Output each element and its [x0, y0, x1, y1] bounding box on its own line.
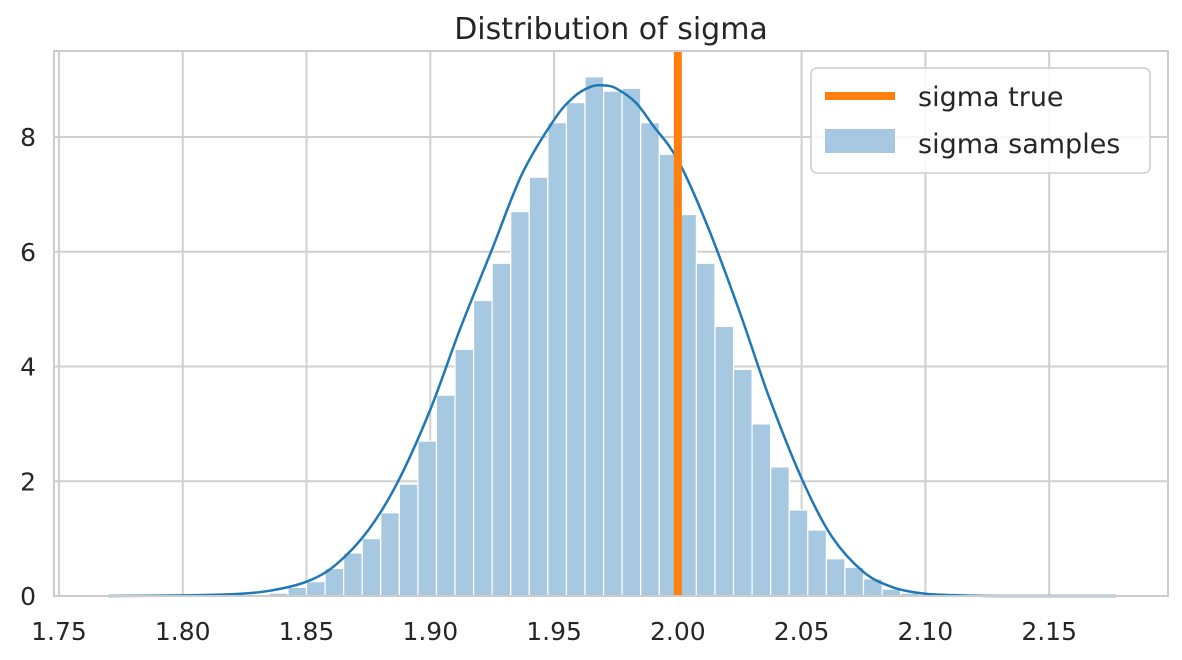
- histogram-bar-19: [621, 87, 642, 597]
- legend: sigma true sigma samples: [810, 67, 1151, 174]
- histogram-bar-7: [398, 483, 419, 597]
- histogram-bar-16: [565, 102, 586, 597]
- histogram-bar-4: [343, 552, 363, 597]
- y-tick-label-4: 8: [20, 123, 36, 152]
- histogram-bar-28: [788, 509, 809, 597]
- chart-title: Distribution of sigma: [454, 12, 768, 47]
- histogram-bar-3: [324, 567, 345, 597]
- plot-frame: [53, 50, 1169, 597]
- histogram-bar-18: [602, 90, 623, 597]
- histogram-bar-20: [640, 122, 660, 597]
- histogram-bar-14: [528, 176, 549, 597]
- histogram-bar-24: [714, 325, 735, 597]
- histogram-bar-26: [751, 423, 772, 597]
- legend-label-sigma-samples: sigma samples: [918, 129, 1120, 160]
- x-tick-label-5: 2.00: [650, 617, 706, 646]
- histogram-bar-31: [844, 566, 865, 597]
- histogram-bar-6: [380, 512, 400, 597]
- x-tick-label-8: 2.15: [1021, 617, 1077, 646]
- y-tick-label-2: 4: [20, 353, 36, 382]
- kde-curve: [108, 83, 1116, 598]
- legend-box: [810, 67, 1151, 174]
- y-tick-label-1: 2: [20, 467, 36, 496]
- histogram-bar-2: [305, 581, 326, 597]
- y-axis-ticks: 0 2 4 6 8: [20, 123, 36, 611]
- histogram-bars: [268, 76, 920, 597]
- x-tick-label-0: 1.75: [31, 617, 87, 646]
- x-tick-label-2: 1.85: [279, 617, 335, 646]
- x-axis-ticks: 1.75 1.80 1.85 1.90 1.95 2.00 2.05 2.10 2.15: [31, 617, 1077, 646]
- y-tick-label-0: 0: [20, 582, 36, 611]
- histogram-bar-9: [435, 394, 456, 597]
- histogram-bar-10: [454, 348, 475, 597]
- histogram-bar-13: [510, 211, 530, 597]
- x-tick-label-1: 1.80: [155, 617, 211, 646]
- histogram-bar-33: [881, 588, 902, 597]
- legend-swatch-sigma-samples: [825, 129, 895, 153]
- histogram-bar-11: [473, 299, 493, 597]
- histogram-bar-27: [770, 466, 790, 597]
- x-tick-label-6: 2.05: [774, 617, 830, 646]
- histogram-bar-29: [807, 529, 827, 597]
- histogram-bar-23: [695, 262, 716, 597]
- histogram-bar-8: [417, 440, 438, 597]
- histogram-bar-30: [825, 558, 846, 597]
- x-tick-label-3: 1.90: [402, 617, 458, 646]
- histogram-bar-25: [732, 368, 753, 597]
- histogram-bar-12: [491, 262, 512, 597]
- histogram-bar-17: [584, 76, 605, 597]
- histogram-bar-5: [361, 538, 382, 597]
- y-tick-label-3: 6: [20, 238, 36, 267]
- x-tick-label-4: 1.95: [526, 617, 582, 646]
- x-tick-label-7: 2.10: [898, 617, 954, 646]
- histogram-bar-1: [287, 586, 308, 597]
- histogram-bar-15: [547, 122, 568, 597]
- legend-label-sigma-true: sigma true: [918, 82, 1064, 113]
